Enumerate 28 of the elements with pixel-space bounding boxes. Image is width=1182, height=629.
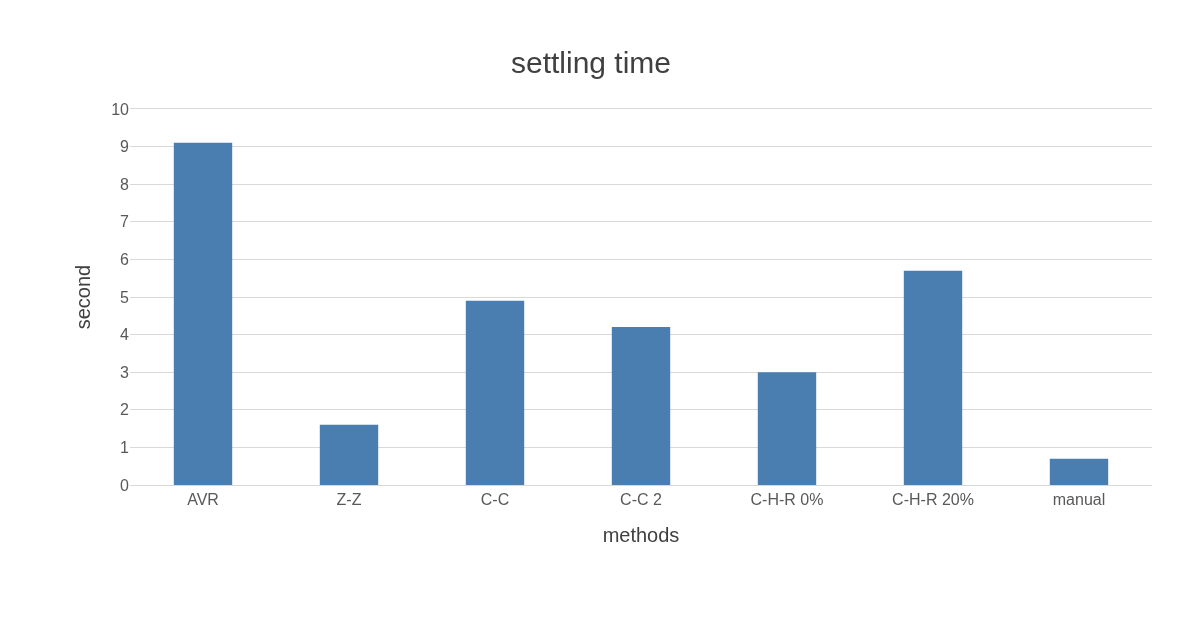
- x-axis-title: methods: [602, 523, 680, 546]
- y-tick-label: 4: [120, 326, 130, 344]
- y-tick-label: 8: [120, 175, 130, 193]
- bar: [903, 270, 963, 485]
- y-tick-label: 9: [120, 138, 130, 156]
- x-tick-label: manual: [1052, 491, 1106, 509]
- y-tick-label: 3: [120, 363, 130, 381]
- y-tick-label: 0: [120, 476, 130, 494]
- x-tick-label: AVR: [187, 491, 219, 509]
- y-tick-label: 5: [120, 288, 130, 306]
- x-tick-label: C-C 2: [620, 491, 662, 509]
- bar: [319, 424, 379, 485]
- bar: [173, 142, 233, 485]
- bar: [611, 327, 671, 485]
- bar: [465, 300, 525, 485]
- x-tick-label: C-H-R 0%: [750, 491, 824, 509]
- bar: [1049, 458, 1109, 485]
- bar: [757, 372, 817, 485]
- y-tick-label: 10: [111, 100, 130, 118]
- y-tick-label: 1: [120, 439, 130, 456]
- x-tick-label: C-H-R 20%: [892, 491, 974, 509]
- x-tick-label: C-C: [480, 491, 510, 509]
- y-tick-label: 2: [120, 401, 130, 419]
- y-axis-title: second: [71, 264, 94, 330]
- chart-title: settling time: [510, 46, 672, 80]
- y-tick-label: 7: [120, 213, 130, 231]
- y-tick-label: 6: [120, 251, 130, 268]
- x-tick-label: Z-Z: [336, 491, 362, 509]
